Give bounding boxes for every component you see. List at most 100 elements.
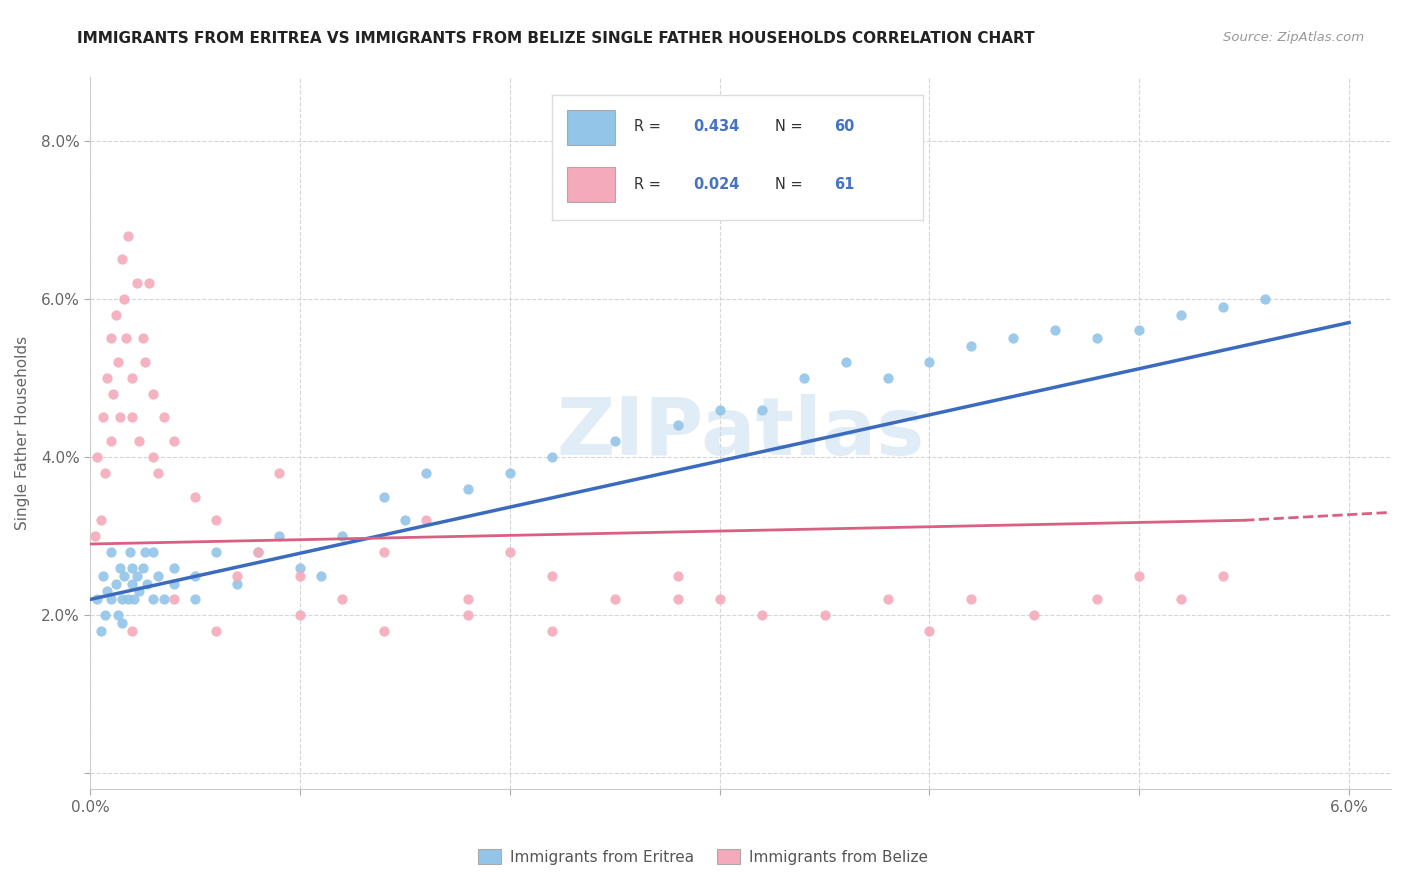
Point	[288, 568, 311, 582]
Point	[121, 371, 143, 385]
Point	[876, 371, 898, 385]
Point	[107, 355, 129, 369]
Point	[163, 576, 186, 591]
Point	[117, 228, 139, 243]
Point	[288, 608, 311, 623]
Point	[121, 624, 143, 638]
Point	[1085, 592, 1108, 607]
Point	[709, 592, 731, 607]
Point	[457, 592, 479, 607]
Point	[247, 545, 270, 559]
Point	[111, 592, 134, 607]
Point	[146, 568, 169, 582]
Point	[226, 568, 249, 582]
Point	[163, 560, 186, 574]
Point	[142, 545, 165, 559]
Point	[330, 529, 353, 543]
Point	[541, 568, 564, 582]
Point	[96, 371, 118, 385]
Point	[117, 592, 139, 607]
Point	[91, 568, 114, 582]
Point	[90, 513, 112, 527]
Y-axis label: Single Father Households: Single Father Households	[15, 336, 30, 531]
Point	[394, 513, 416, 527]
Point	[751, 608, 773, 623]
Point	[1002, 331, 1025, 345]
Point	[1212, 568, 1234, 582]
Point	[112, 568, 135, 582]
Point	[125, 276, 148, 290]
Point	[96, 584, 118, 599]
Point	[100, 592, 122, 607]
Point	[1128, 324, 1150, 338]
Point	[1212, 300, 1234, 314]
Point	[288, 560, 311, 574]
Point	[793, 371, 815, 385]
Point	[876, 592, 898, 607]
Point	[142, 592, 165, 607]
Point	[499, 466, 522, 480]
Point	[184, 592, 207, 607]
Point	[132, 331, 155, 345]
Point	[121, 576, 143, 591]
Point	[226, 576, 249, 591]
Point	[86, 592, 108, 607]
Point	[153, 592, 176, 607]
Point	[666, 418, 689, 433]
Point	[1170, 308, 1192, 322]
Point	[457, 482, 479, 496]
Point	[142, 450, 165, 464]
Point	[146, 466, 169, 480]
Point	[134, 545, 156, 559]
Point	[111, 616, 134, 631]
Point	[120, 545, 142, 559]
Point	[132, 560, 155, 574]
Point	[86, 450, 108, 464]
Point	[205, 545, 228, 559]
Point	[603, 592, 626, 607]
Point	[603, 434, 626, 449]
Point	[541, 450, 564, 464]
Point	[457, 608, 479, 623]
Point	[163, 592, 186, 607]
Point	[205, 624, 228, 638]
Point	[960, 592, 983, 607]
Point	[138, 276, 160, 290]
Point	[1254, 292, 1277, 306]
Text: ZIPatlas: ZIPatlas	[557, 394, 925, 472]
Text: IMMIGRANTS FROM ERITREA VS IMMIGRANTS FROM BELIZE SINGLE FATHER HOUSEHOLDS CORRE: IMMIGRANTS FROM ERITREA VS IMMIGRANTS FR…	[77, 31, 1035, 46]
Point	[205, 513, 228, 527]
Point	[1170, 592, 1192, 607]
Point	[100, 331, 122, 345]
Point	[125, 568, 148, 582]
Point	[918, 624, 941, 638]
Point	[108, 560, 131, 574]
Point	[112, 292, 135, 306]
Point	[108, 410, 131, 425]
Point	[1024, 608, 1046, 623]
Point	[330, 592, 353, 607]
Point	[100, 434, 122, 449]
Point	[751, 402, 773, 417]
Point	[666, 568, 689, 582]
Point	[121, 560, 143, 574]
Point	[541, 624, 564, 638]
Point	[128, 434, 150, 449]
Point	[918, 355, 941, 369]
Point	[134, 355, 156, 369]
Point	[107, 608, 129, 623]
Point	[415, 466, 437, 480]
Point	[834, 355, 856, 369]
Point	[184, 490, 207, 504]
Point	[100, 545, 122, 559]
Point	[373, 545, 395, 559]
Point	[94, 466, 117, 480]
Legend: Immigrants from Eritrea, Immigrants from Belize: Immigrants from Eritrea, Immigrants from…	[472, 843, 934, 871]
Point	[163, 434, 186, 449]
Point	[666, 592, 689, 607]
Point	[128, 584, 150, 599]
Point	[1085, 331, 1108, 345]
Point	[104, 576, 127, 591]
Point	[91, 410, 114, 425]
Point	[90, 624, 112, 638]
